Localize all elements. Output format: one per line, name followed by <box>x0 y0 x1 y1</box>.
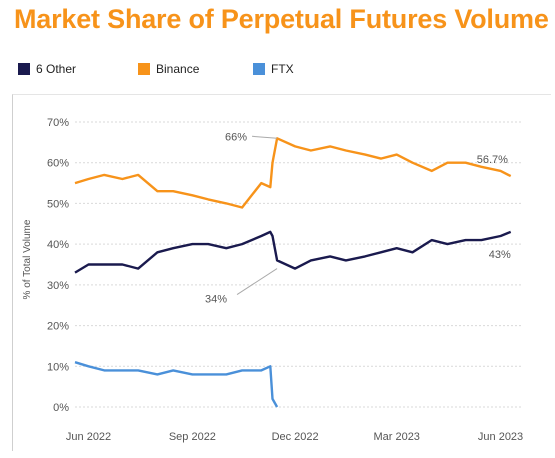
series-line-6-other <box>74 230 512 274</box>
y-axis-label: % of Total Volume <box>22 219 33 299</box>
legend-swatch-binance <box>138 63 150 75</box>
legend-swatch-6-other <box>18 63 30 75</box>
legend-label-binance: Binance <box>156 62 200 76</box>
y-tick-label: 50% <box>47 198 69 210</box>
x-tick-label: Jun 2022 <box>66 431 111 443</box>
series-line-binance <box>74 137 512 209</box>
annotation-label: 34% <box>205 294 227 306</box>
legend-item-6-other[interactable]: 6 Other <box>18 62 76 76</box>
y-tick-label: 10% <box>47 361 69 373</box>
y-tick-label: 40% <box>47 239 69 251</box>
annotation-leader <box>236 268 278 295</box>
annotation-label: 56.7% <box>477 154 508 166</box>
annotation-leader <box>252 135 278 139</box>
y-tick-label: 70% <box>47 117 69 129</box>
y-tick-label: 60% <box>47 158 69 170</box>
chart-title: Market Share of Perpetual Futures Volume <box>14 4 549 34</box>
legend: 6 Other Binance FTX <box>18 62 538 82</box>
annotation-label: 66% <box>225 131 247 143</box>
legend-label-ftx: FTX <box>271 62 294 76</box>
y-tick-label: 0% <box>53 402 69 414</box>
y-tick-label: 30% <box>47 280 69 292</box>
x-tick-label: Jun 2023 <box>478 431 523 443</box>
legend-swatch-ftx <box>253 63 265 75</box>
legend-label-6-other: 6 Other <box>36 62 77 76</box>
x-tick-label: Dec 2022 <box>272 431 319 443</box>
x-tick-label: Mar 2023 <box>373 431 419 443</box>
legend-item-ftx[interactable]: FTX <box>253 62 294 76</box>
x-tick-label: Sep 2022 <box>169 431 216 443</box>
annotation-label: 43% <box>489 249 511 261</box>
y-tick-label: 20% <box>47 321 69 333</box>
series-line-ftx <box>74 361 279 408</box>
legend-item-binance[interactable]: Binance <box>138 62 199 76</box>
chart-frame <box>12 94 551 451</box>
